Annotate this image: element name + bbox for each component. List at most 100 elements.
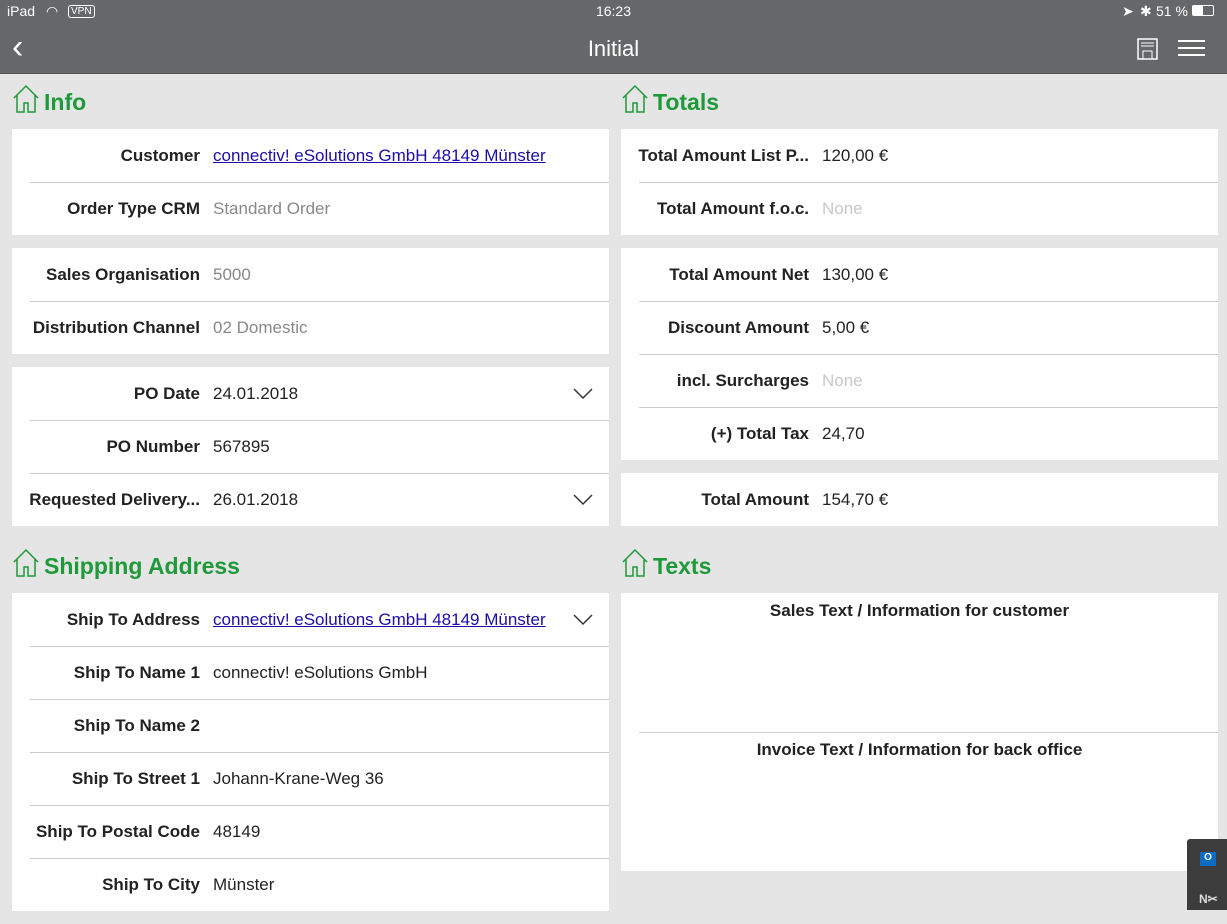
field-row: Ship To Name 1 connectiv! eSolutions GmbH xyxy=(12,646,609,699)
battery-icon xyxy=(1192,5,1214,16)
field-value: None xyxy=(822,198,863,218)
field-row: Total Amount f.o.c. None xyxy=(621,182,1218,235)
home-icon xyxy=(621,84,653,120)
field-label: Discount Amount xyxy=(667,317,809,337)
field-row: Discount Amount 5,00 € xyxy=(621,301,1218,354)
info-group: Sales Organisation 5000 Distribution Chann… xyxy=(12,248,609,354)
field-value: Münster xyxy=(213,874,275,894)
info-heading: Info xyxy=(12,75,609,129)
field-row: PO Number 567895 xyxy=(12,420,609,473)
field-row: Total Amount Net 130,00 € xyxy=(621,248,1218,301)
field-label: Requested Delivery... xyxy=(29,489,200,509)
field-value: 5000 xyxy=(213,264,251,284)
field-value: 26.01.2018 xyxy=(213,489,299,509)
field-label: Ship To Name 1 xyxy=(73,662,200,682)
field-row: Ship To Name 2 xyxy=(12,699,609,752)
field-row: Total Amount 154,70 € xyxy=(621,473,1218,526)
field-label: Distribution Channel xyxy=(32,317,200,337)
texts-heading: Texts xyxy=(621,539,1218,593)
field-row: Ship To City Münster xyxy=(12,858,609,911)
field-row: Total Amount List P... 120,00 € xyxy=(621,129,1218,182)
field-value: 130,00 € xyxy=(822,264,889,284)
outlook-icon[interactable]: O xyxy=(1200,852,1216,866)
battery-percent: 51 % xyxy=(1156,3,1188,19)
save-icon[interactable] xyxy=(1137,38,1158,60)
field-row[interactable]: PO Date 24.01.2018 xyxy=(12,367,609,420)
field-value: 24,70 xyxy=(822,423,865,443)
field-row[interactable]: Ship To Address connectiv! eSolutions Gmb… xyxy=(12,593,609,646)
field-row: incl. Surcharges None xyxy=(621,354,1218,407)
field-label: Total Amount List P... xyxy=(638,145,809,165)
field-row[interactable]: Customer connectiv! eSolutions GmbH 48149… xyxy=(12,129,609,182)
field-value: 5,00 € xyxy=(822,317,870,337)
field-row: Sales Organisation 5000 xyxy=(12,248,609,301)
back-button[interactable]: ‹ xyxy=(12,28,24,66)
bluetooth-icon: ✱ xyxy=(1140,3,1152,19)
field-label: Sales Organisation xyxy=(46,264,200,284)
totals-group: Total Amount Net 130,00 € Discount Amount 5… xyxy=(621,248,1218,460)
location-icon: ➤ xyxy=(1122,3,1134,19)
field-label: Total Amount Net xyxy=(669,264,809,284)
field-value: 48149 xyxy=(213,821,261,841)
home-icon xyxy=(12,84,44,120)
field-value[interactable]: connectiv! eSolutions GmbH 48149 Münster xyxy=(213,609,546,629)
info-group: PO Date 24.01.2018 PO Number 567895 Requeste… xyxy=(12,367,609,526)
field-label: Order Type CRM xyxy=(67,198,200,218)
field-label: Ship To Address xyxy=(66,609,200,629)
field-row: Distribution Channel 02 Domestic xyxy=(12,301,609,354)
scissors-tool-icon[interactable]: N✂ xyxy=(1199,892,1218,906)
text-field-label: Invoice Text / Information for back offi… xyxy=(756,740,1083,759)
field-value: None xyxy=(822,370,863,390)
field-value: 154,70 € xyxy=(822,489,889,509)
field-row: Ship To Street 1 Johann-Krane-Weg 36 xyxy=(12,752,609,805)
chevron-down-icon[interactable] xyxy=(573,611,593,631)
field-value: 02 Domestic xyxy=(213,317,308,337)
vpn-badge: VPN xyxy=(68,5,95,18)
text-field[interactable]: Invoice Text / Information for back offi… xyxy=(621,732,1218,871)
chevron-down-icon[interactable] xyxy=(573,491,593,511)
field-label: incl. Surcharges xyxy=(676,370,809,390)
page-title: Initial xyxy=(587,36,640,61)
navigation-bar: iPad VPN ◠ 16:23 ➤ ✱ 51 % ‹ Initial xyxy=(0,0,1227,74)
totals-group: Total Amount 154,70 € xyxy=(621,473,1218,526)
field-value: 120,00 € xyxy=(822,145,889,165)
app-dock: O N✂ xyxy=(1187,839,1227,910)
field-row: Order Type CRM Standard Order xyxy=(12,182,609,235)
totals-heading: Totals xyxy=(621,75,1218,129)
field-row: Ship To Postal Code 48149 xyxy=(12,805,609,858)
field-label: Total Amount xyxy=(701,489,809,509)
home-icon xyxy=(12,548,44,584)
field-label: Ship To Street 1 xyxy=(71,768,200,788)
text-field-label: Sales Text / Information for customer xyxy=(769,601,1070,620)
field-value: 24.01.2018 xyxy=(213,383,299,403)
shipping-group: Ship To Address connectiv! eSolutions Gmb… xyxy=(12,593,609,911)
field-label: (+) Total Tax xyxy=(710,423,809,443)
right-column: Totals Total Amount List P... 120,00 € Tota… xyxy=(621,75,1218,884)
field-value: connectiv! eSolutions GmbH xyxy=(213,662,428,682)
field-label: Ship To City xyxy=(102,874,200,894)
clock: 16:23 xyxy=(595,3,632,19)
field-row[interactable]: Requested Delivery... 26.01.2018 xyxy=(12,473,609,526)
field-label: Customer xyxy=(120,145,200,165)
texts-group: Sales Text / Information for customer Inv… xyxy=(621,593,1218,871)
chevron-down-icon[interactable] xyxy=(573,385,593,405)
field-value[interactable]: connectiv! eSolutions GmbH 48149 Münster xyxy=(213,145,546,165)
field-value: Johann-Krane-Weg 36 xyxy=(213,768,384,788)
info-group: Customer connectiv! eSolutions GmbH 48149… xyxy=(12,129,609,235)
device-label: iPad xyxy=(7,3,36,19)
shipping-address-heading: Shipping Address xyxy=(12,539,609,593)
menu-icon[interactable] xyxy=(1178,40,1205,56)
field-row: (+) Total Tax 24,70 xyxy=(621,407,1218,460)
field-label: Ship To Name 2 xyxy=(73,715,200,735)
field-value: 567895 xyxy=(213,436,270,456)
wifi-icon: ◠ xyxy=(46,3,59,19)
field-value: Standard Order xyxy=(213,198,331,218)
text-field[interactable]: Sales Text / Information for customer xyxy=(621,593,1218,732)
field-label: PO Date xyxy=(133,383,200,403)
home-icon xyxy=(621,548,653,584)
totals-group: Total Amount List P... 120,00 € Total Amou… xyxy=(621,129,1218,235)
left-column: Info Customer connectiv! eSolutions GmbH 4… xyxy=(12,75,609,924)
field-label: PO Number xyxy=(106,436,200,456)
field-label: Total Amount f.o.c. xyxy=(656,198,809,218)
field-label: Ship To Postal Code xyxy=(35,821,200,841)
